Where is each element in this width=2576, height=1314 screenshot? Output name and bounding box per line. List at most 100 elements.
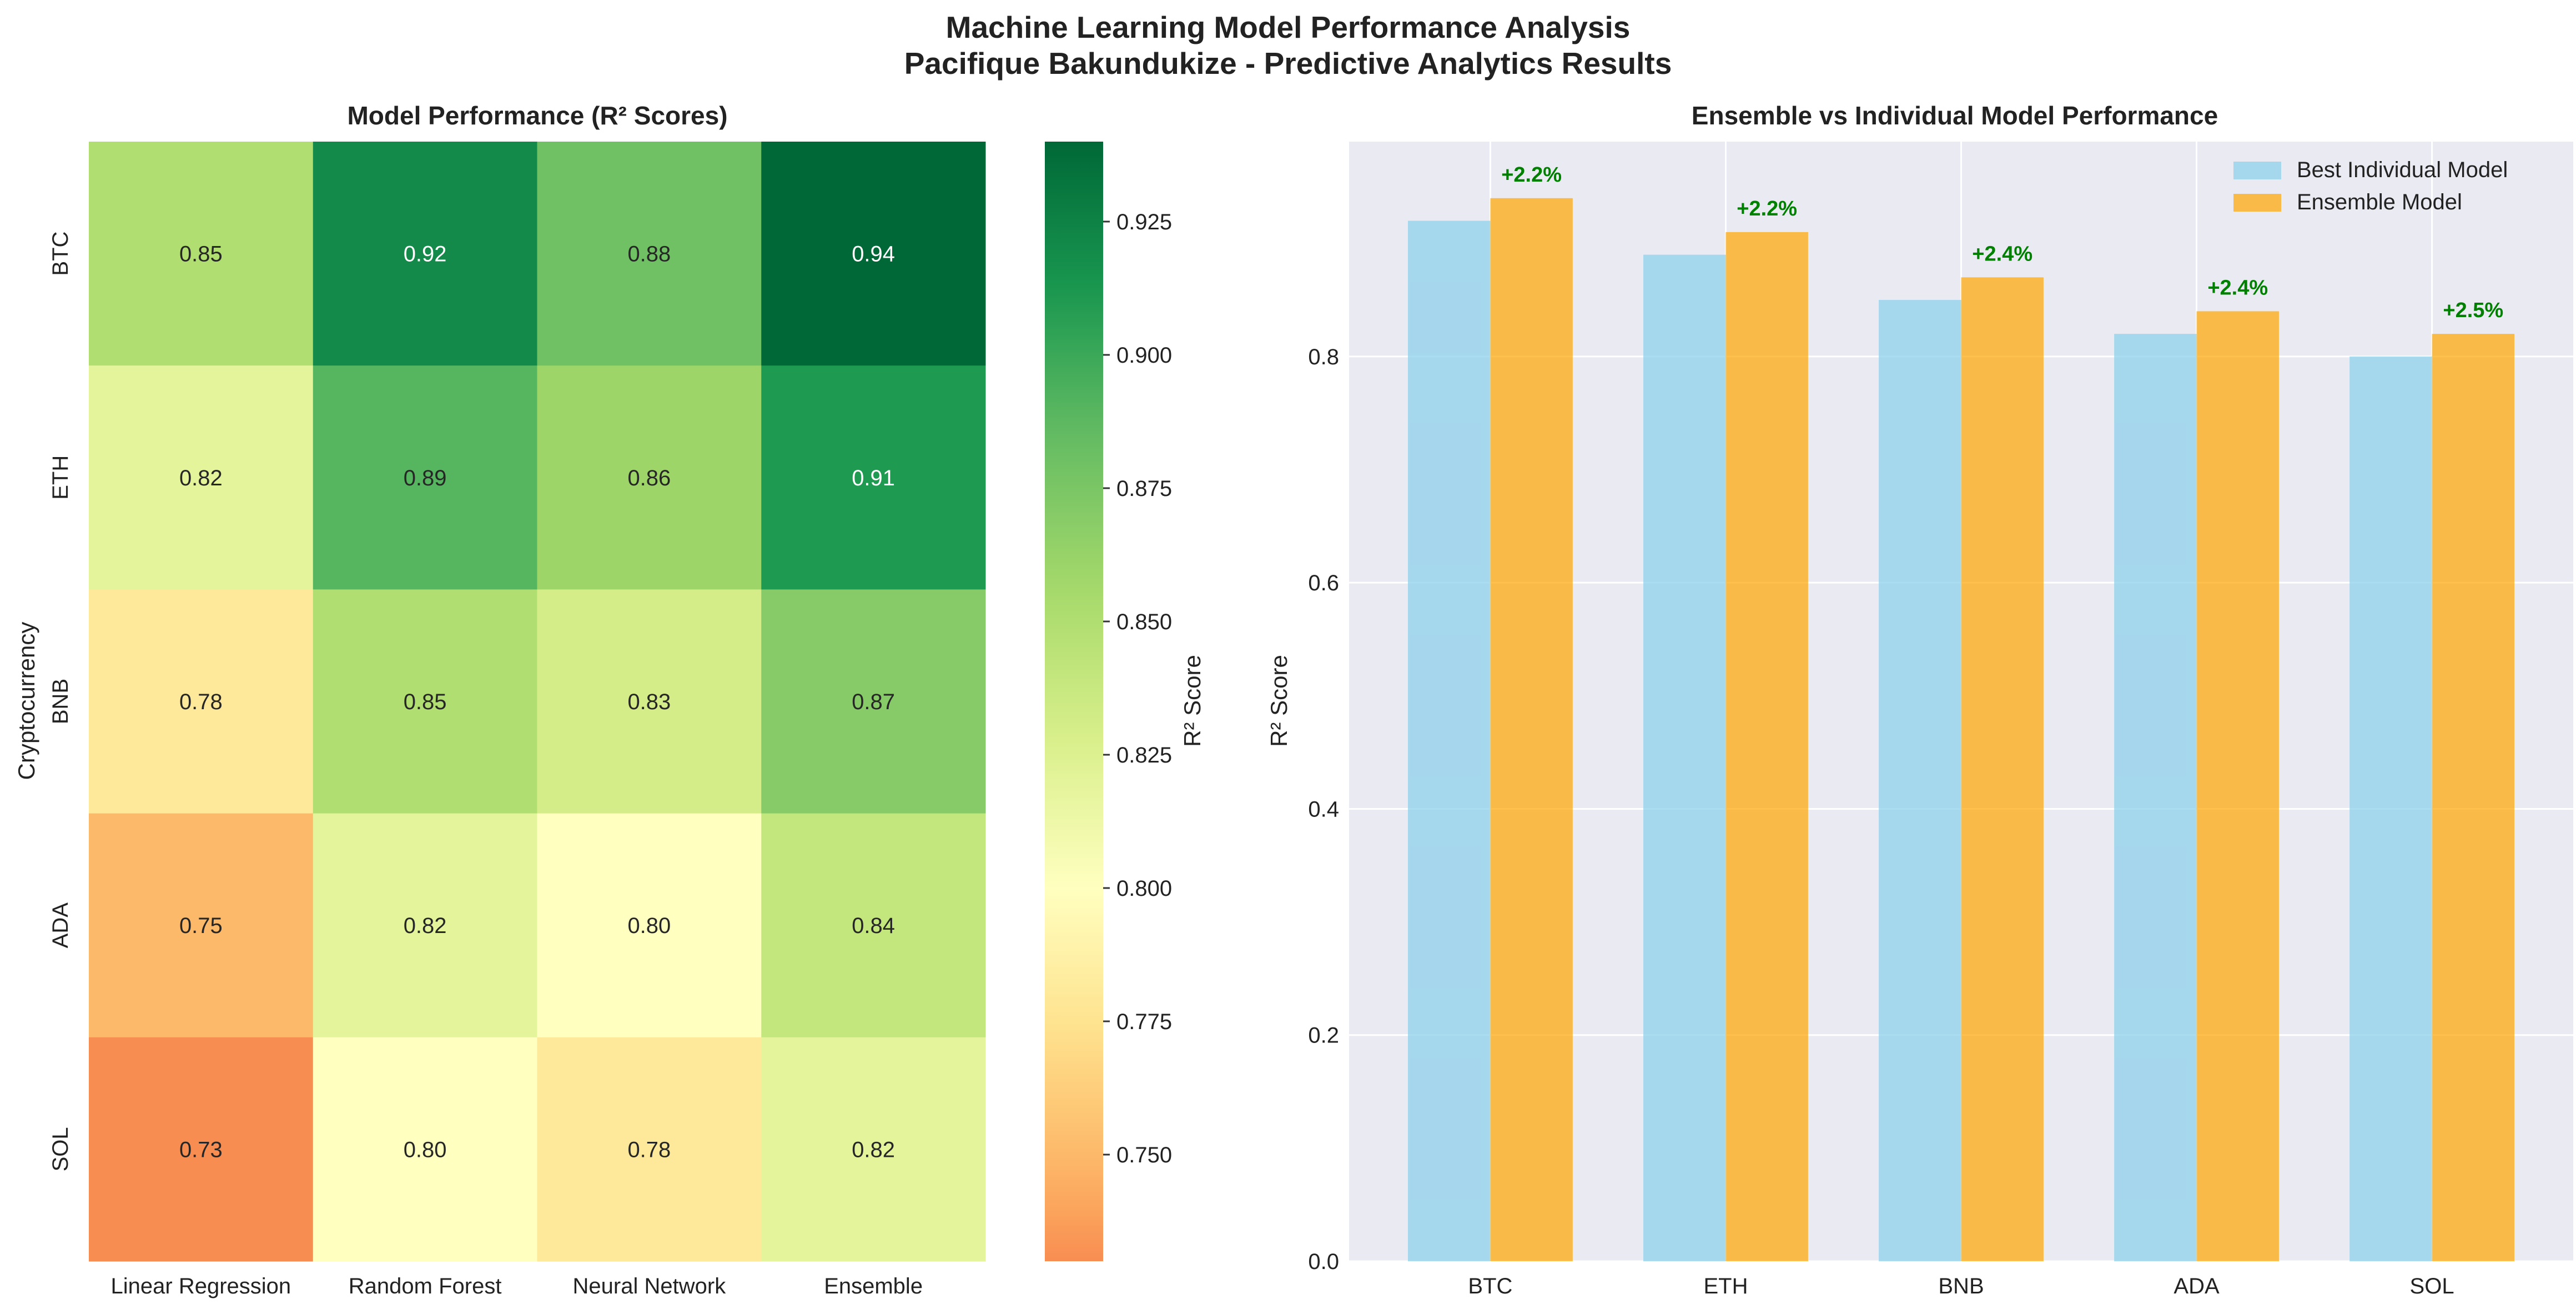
bar-annotations: +2.2% +2.2% +2.4% +2.4% +2.5% — [1501, 163, 2503, 322]
colorbar-tick-label: 0.925 — [1116, 210, 1172, 234]
heatmap-x-tick-label: Linear Regression — [111, 1274, 291, 1298]
heatmap-x-tick-label: Random Forest — [349, 1274, 502, 1298]
legend-label: Best Individual Model — [2297, 158, 2508, 182]
heatmap-cell-label: 0.82 — [852, 1137, 895, 1162]
heatmap-cell-label: 0.91 — [852, 466, 895, 490]
improvement-annotation: +2.5% — [2443, 299, 2503, 322]
heatmap-cell-label: 0.75 — [179, 914, 223, 938]
bar-best-individual — [2349, 356, 2432, 1261]
heatmap-cell — [761, 365, 986, 590]
heatmap-cell-label: 0.85 — [404, 690, 447, 714]
bar-y-tick-label: 0.0 — [1308, 1250, 1339, 1274]
bar-y-tick-label: 0.8 — [1308, 345, 1339, 369]
bar-ensemble — [1961, 277, 2044, 1261]
heatmap-cell — [313, 589, 537, 814]
heatmap-cell-label: 0.80 — [627, 914, 671, 938]
heatmap-cell-label: 0.87 — [852, 690, 895, 714]
heatmap-cell — [761, 142, 986, 366]
colorbar-tick-label: 0.825 — [1116, 743, 1172, 768]
heatmap-cell-label: 0.92 — [404, 242, 447, 267]
heatmap-cell — [89, 1037, 314, 1262]
bar-x-tick-labels: BTC ETH BNB ADA SOL — [1468, 1274, 2454, 1298]
bar-ensemble — [1490, 198, 1573, 1262]
colorbar-ticks: 0.750 0.775 0.800 0.825 0.850 0.875 0.900 0.925 — [1103, 210, 1172, 1167]
heatmap-cell — [537, 365, 762, 590]
legend-swatch — [2233, 162, 2281, 179]
bar-title: Ensemble vs Individual Model Performance — [1692, 101, 2218, 130]
colorbar-tick-label: 0.875 — [1116, 477, 1172, 501]
bar-x-tick-label: BTC — [1468, 1274, 1512, 1298]
heatmap-title: Model Performance (R² Scores) — [347, 101, 727, 130]
colorbar-label: R² Score — [1179, 655, 1205, 747]
bar-best-individual — [1879, 300, 1961, 1262]
heatmap-y-tick-label: ETH — [48, 455, 73, 500]
bar-ylabel: R² Score — [1266, 655, 1292, 747]
bar-bars — [1408, 198, 2514, 1262]
heatmap-cell — [89, 365, 314, 590]
colorbar: 0.750 0.775 0.800 0.825 0.850 0.875 0.900 0.925… — [1045, 142, 1205, 1261]
bar-best-individual — [1643, 254, 1726, 1261]
colorbar-tick-label: 0.775 — [1116, 1010, 1172, 1034]
heatmap-cell-label: 0.94 — [852, 242, 895, 267]
heatmap-y-tick-label: SOL — [48, 1127, 73, 1171]
heatmap-cell — [537, 1037, 762, 1262]
heatmap-cell — [761, 1037, 986, 1262]
legend-swatch — [2233, 194, 2281, 212]
bar-best-individual — [2114, 334, 2197, 1261]
heatmap-cell — [89, 589, 314, 814]
heatmap-y-tick-label: ADA — [48, 902, 73, 949]
heatmap-cell — [313, 1037, 537, 1262]
heatmap-cell — [537, 589, 762, 814]
heatmap-cell — [313, 142, 537, 366]
colorbar-tick-label: 0.800 — [1116, 876, 1172, 901]
heatmap-cell — [313, 813, 537, 1038]
figure-title-line1: Machine Learning Model Performance Analy… — [946, 10, 1631, 44]
colorbar-gradient — [1045, 142, 1103, 1261]
bar-y-tick-label: 0.2 — [1308, 1024, 1339, 1048]
bar-ensemble — [2432, 334, 2514, 1261]
heatmap-cell — [537, 142, 762, 366]
heatmap-y-tick-labels: BTC ETH BNB ADA SOL — [48, 232, 73, 1172]
heatmap-cell-label: 0.82 — [179, 466, 223, 490]
colorbar-tick-label: 0.900 — [1116, 343, 1172, 368]
bar-ensemble — [2196, 311, 2279, 1261]
heatmap-cell — [761, 589, 986, 814]
heatmap-cell — [313, 365, 537, 590]
heatmap-cell — [761, 813, 986, 1038]
improvement-annotation: +2.4% — [1972, 242, 2032, 265]
heatmap-cell-label: 0.83 — [627, 690, 671, 714]
heatmap-y-tick-label: BNB — [48, 679, 73, 724]
heatmap-cell — [89, 813, 314, 1038]
bar-ensemble — [1725, 232, 1808, 1262]
bar-best-individual — [1408, 220, 1491, 1262]
heatmap-cell-label: 0.88 — [627, 242, 671, 267]
heatmap-cell-label: 0.78 — [179, 690, 223, 714]
colorbar-tick-label: 0.750 — [1116, 1143, 1172, 1167]
bar-y-tick-labels: 0.0 0.2 0.4 0.6 0.8 — [1308, 345, 1339, 1274]
bar-x-tick-label: BNB — [1938, 1274, 1984, 1298]
heatmap-cell-label: 0.80 — [404, 1137, 447, 1162]
heatmap-x-tick-labels: Linear Regression Random Forest Neural Net… — [111, 1274, 923, 1298]
heatmap-cell-label: 0.73 — [179, 1137, 223, 1162]
heatmap-cell-label: 0.86 — [627, 466, 671, 490]
improvement-annotation: +2.2% — [1737, 197, 1797, 220]
heatmap-x-tick-label: Neural Network — [573, 1274, 727, 1298]
heatmap-cell-label: 0.89 — [404, 466, 447, 490]
bar-x-tick-label: ETH — [1703, 1274, 1748, 1298]
heatmap-cell-label: 0.85 — [179, 242, 223, 267]
heatmap-cell — [89, 142, 314, 366]
heatmap-panel: Model Performance (R² Scores) Cryptocurr… — [13, 101, 986, 1298]
figure-title-line2: Pacifique Bakundukize - Predictive Analy… — [904, 46, 1672, 81]
bar-y-tick-label: 0.4 — [1308, 797, 1339, 821]
bar-legend: Best Individual Model Ensemble Model — [2233, 158, 2508, 214]
bar-y-tick-label: 0.6 — [1308, 571, 1339, 595]
heatmap-x-tick-label: Ensemble — [824, 1274, 923, 1298]
bar-panel: Ensemble vs Individual Model Performance… — [1266, 101, 2573, 1298]
improvement-annotation: +2.4% — [2207, 276, 2268, 299]
legend-label: Ensemble Model — [2297, 190, 2462, 214]
heatmap-cell — [537, 813, 762, 1038]
heatmap-ylabel: Cryptocurrency — [13, 622, 39, 780]
improvement-annotation: +2.2% — [1501, 163, 1562, 187]
heatmap-cells: 0.85 0.92 0.88 0.94 0.82 0.89 0.86 0.91 0.78 0.85… — [89, 142, 986, 1262]
